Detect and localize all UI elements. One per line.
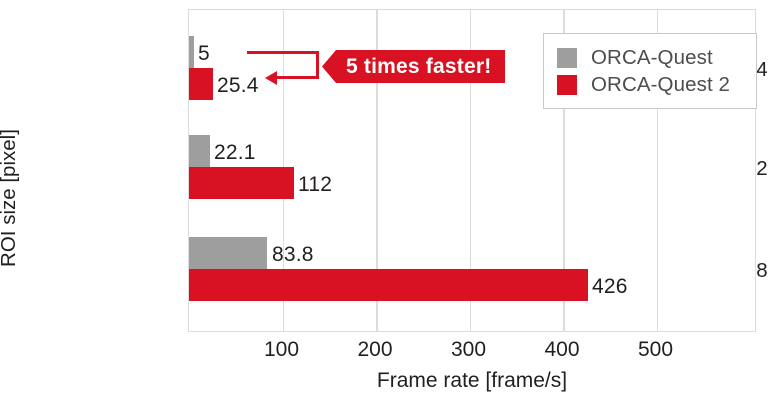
speed-callout-banner: 5 times faster! [322, 50, 506, 83]
x-axis-tick-label-100: 100 [263, 338, 300, 361]
bar-orca-quest-4096x512 [189, 135, 210, 167]
gridline-500 [656, 10, 658, 331]
legend-swatch-gray-icon [557, 47, 577, 68]
callout-arrow-icon [265, 70, 277, 85]
legend-label-orca-quest-2: ORCA-Quest 2 [591, 72, 731, 96]
legend-swatch-red-icon [557, 74, 577, 95]
x-axis-tick-label-300: 300 [450, 338, 487, 361]
gridline-400 [563, 10, 565, 331]
x-axis-tick-label-200: 200 [357, 338, 393, 361]
bar-orca-quest-2-4096x128 [189, 269, 588, 301]
x-axis-title: Frame rate [frame/s] [376, 369, 568, 392]
gridline-300 [469, 10, 471, 331]
bar-orca-quest-2-4096x2304 [189, 68, 213, 100]
legend-item-orca-quest-2[interactable]: ORCA-Quest 2 [557, 71, 756, 98]
bar-orca-quest-4096x128 [189, 237, 268, 269]
bar-value-label-orca-quest-2-4096x128: 426 [592, 275, 628, 298]
callout-connector-bottom [275, 76, 319, 79]
bar-value-label-orca-quest-4096x128: 83.8 [272, 243, 314, 266]
bar-value-label-orca-quest-2-4096x512: 112 [298, 173, 333, 196]
bar-orca-quest-4096x2304 [189, 36, 194, 68]
bar-value-label-orca-quest-4096x512: 22.1 [214, 141, 256, 164]
x-axis-tick-label-400: 400 [544, 338, 580, 361]
bar-value-label-orca-quest-4096x2304: 5 [198, 42, 210, 65]
legend-label-orca-quest: ORCA-Quest [591, 45, 713, 69]
callout-connector-top [247, 51, 319, 54]
legend: ORCA-Quest ORCA-Quest 2 [543, 33, 757, 109]
y-axis-title: ROI size [pixel] [0, 129, 20, 267]
gridline-200 [376, 10, 378, 331]
legend-item-orca-quest[interactable]: ORCA-Quest [557, 44, 756, 71]
bar-value-label-orca-quest-2-4096x2304: 25.4 [217, 74, 259, 97]
x-axis-tick-label-500: 500 [637, 338, 674, 361]
bar-orca-quest-2-4096x512 [189, 167, 294, 199]
callout-connector-right [316, 51, 319, 79]
